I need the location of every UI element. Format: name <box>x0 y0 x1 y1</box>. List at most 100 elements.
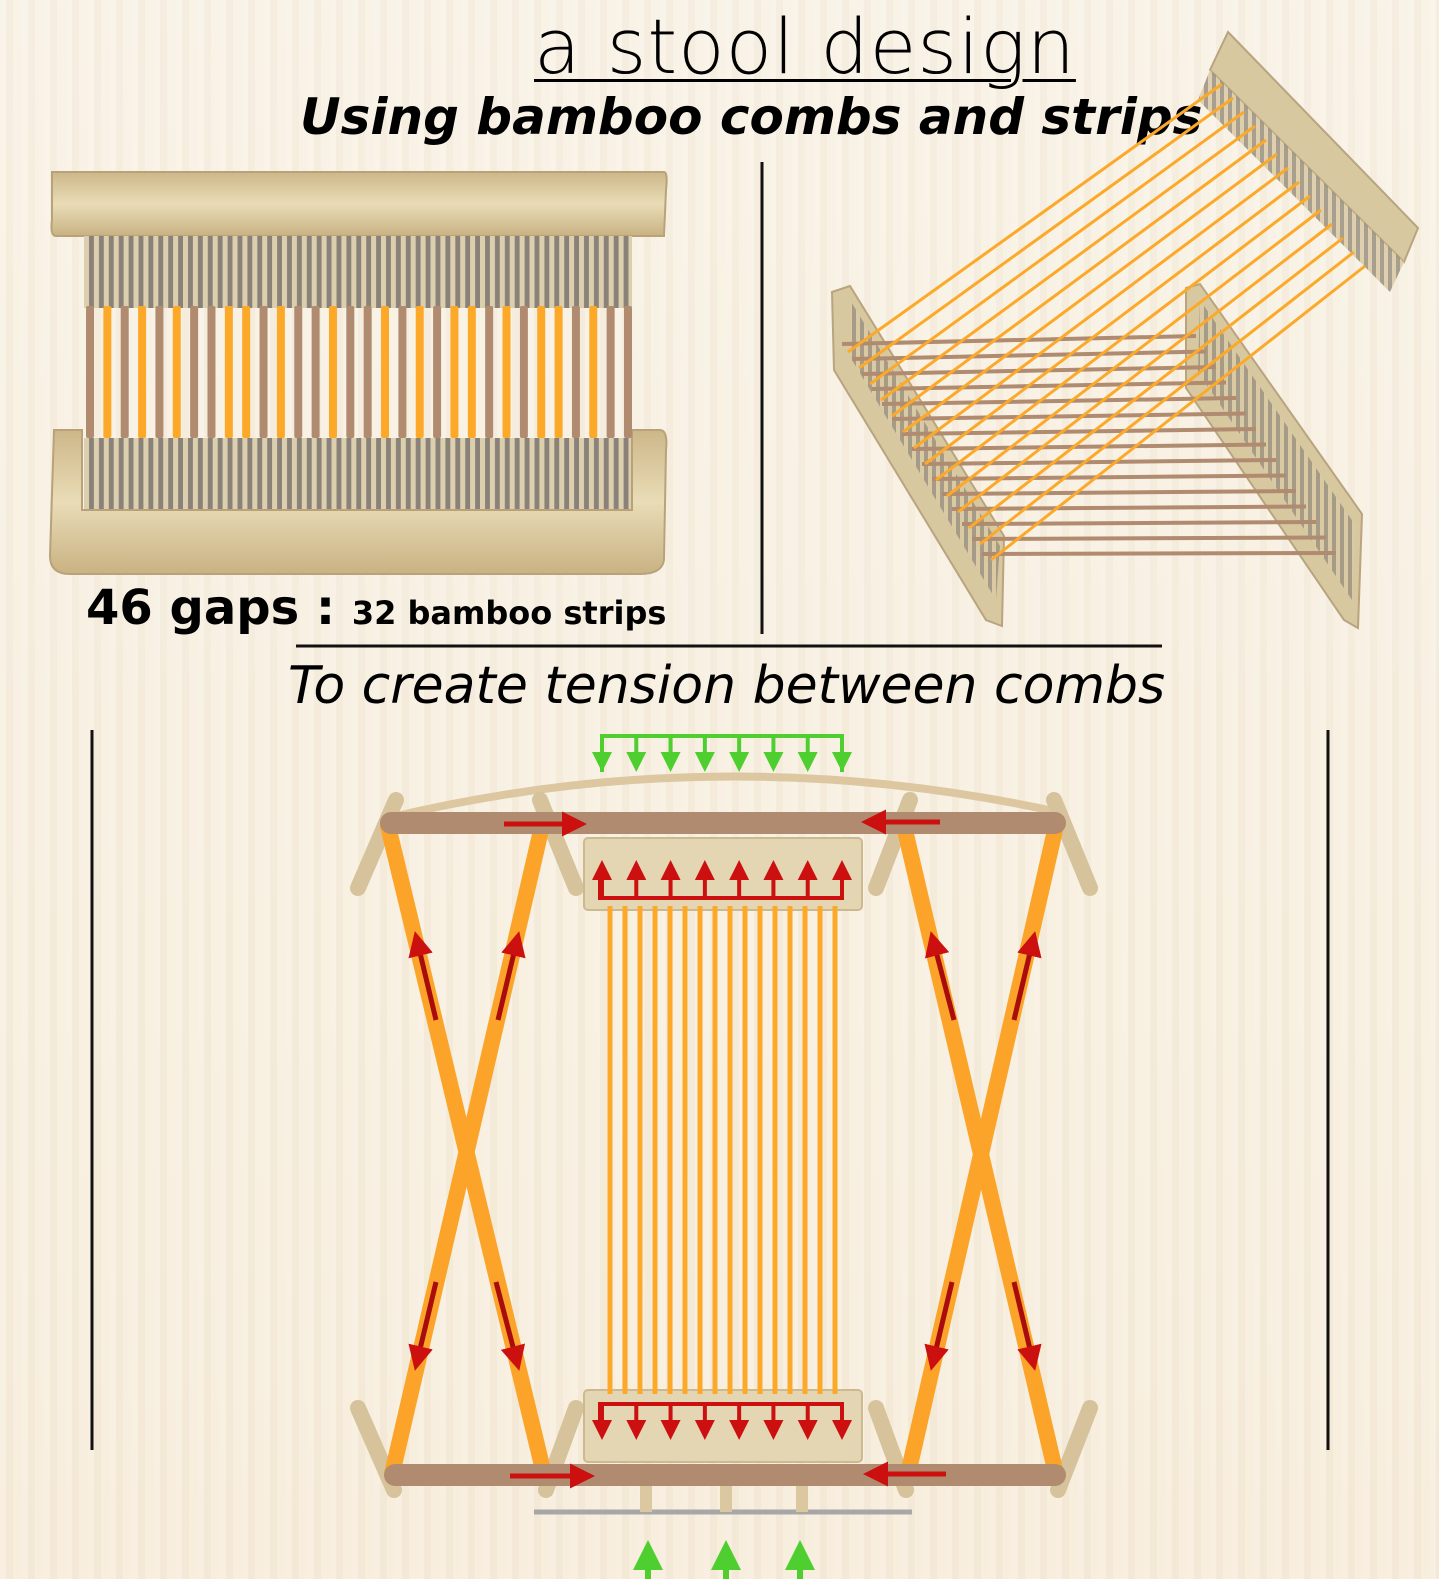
force-diagram <box>350 734 1098 1579</box>
top-view-strip <box>138 306 147 438</box>
top-view-strip <box>172 306 181 438</box>
top-view-strip <box>589 306 598 438</box>
green-reaction-arrows <box>633 1540 815 1579</box>
iso-brown-strip <box>881 396 1237 406</box>
vertical-strip <box>727 906 733 1394</box>
vertical-strip <box>802 906 808 1394</box>
top-view-strip <box>259 306 268 438</box>
top-view-strip <box>363 306 372 438</box>
vertical-strip <box>817 906 823 1394</box>
iso-brown-strip <box>941 489 1297 496</box>
iso-brown-strip <box>921 458 1277 466</box>
iso-orange-strip <box>891 138 1267 418</box>
vertical-strip <box>712 906 718 1394</box>
top-view-strip <box>537 306 546 438</box>
top-view-strip <box>103 306 112 438</box>
iso-brown-strip <box>861 365 1217 376</box>
top-view-strip <box>467 306 476 438</box>
iso-brown-strip <box>891 411 1247 421</box>
top-view-strip <box>450 306 459 438</box>
vertical-strip <box>757 906 763 1394</box>
vertical-strip <box>637 906 643 1394</box>
top-view-strip <box>207 306 216 438</box>
top-view-strip <box>519 306 528 438</box>
top-view-strip <box>120 306 129 438</box>
vertical-strip <box>742 906 748 1394</box>
iso-brown-strip <box>901 427 1257 436</box>
top-view-strip <box>624 306 632 438</box>
top-view-strip <box>554 306 563 438</box>
top-crossbar <box>380 812 1066 834</box>
iso-orange-strip <box>869 110 1245 386</box>
iso-orange-strip <box>990 264 1366 562</box>
top-view-strip <box>155 306 164 438</box>
top-view-strip <box>242 306 251 438</box>
iso-orange-strip <box>924 180 1300 466</box>
lower-comb-block <box>583 1389 863 1463</box>
iso-orange-strip <box>935 194 1311 482</box>
top-comb-spine <box>50 171 668 237</box>
iso-brown-strip <box>951 504 1307 511</box>
top-view-strip <box>571 306 580 438</box>
top-view-strip <box>328 306 337 438</box>
tension-caption: To create tension between combs <box>288 656 1166 716</box>
iso-orange-strip <box>902 152 1278 434</box>
iso-orange-strip <box>847 82 1223 354</box>
top-view-strip <box>502 306 511 438</box>
top-view-strip <box>294 306 303 438</box>
red-up-arrows <box>592 860 852 900</box>
vertical-strip <box>787 906 793 1394</box>
iso-orange-strip <box>979 250 1355 546</box>
top-view-strips <box>86 306 632 438</box>
top-view-strip <box>86 306 94 438</box>
vertical-strip <box>622 906 628 1394</box>
gaps-caption: 46 gaps : 32 bamboo strips <box>86 580 666 636</box>
upper-comb-block <box>583 837 863 911</box>
top-view-strip <box>606 306 615 438</box>
iso-orange-strip <box>957 222 1333 514</box>
iso-brown-strip <box>981 551 1337 556</box>
iso-orange-strip <box>913 166 1289 450</box>
vertical-strip <box>667 906 673 1394</box>
top-view-strip <box>415 306 424 438</box>
page-subtitle: Using bamboo combs and strips <box>300 88 1203 146</box>
vertical-strip <box>772 906 778 1394</box>
iso-brown-strip <box>961 520 1317 526</box>
top-view-strip <box>485 306 494 438</box>
iso-brown-strip <box>841 334 1197 346</box>
isometric-stool-view <box>830 30 1420 630</box>
top-view-strip <box>381 306 390 438</box>
page-title: a stool design <box>534 2 1076 91</box>
brace-force-arrows <box>408 931 1042 1371</box>
iso-brown-strip <box>931 473 1287 481</box>
top-view-strip <box>311 306 320 438</box>
vertical-strip <box>832 906 838 1394</box>
isometric-brown-strips <box>841 334 1337 556</box>
bottom-comb-spine <box>48 429 668 575</box>
gaps-count-label: 46 gaps : <box>86 580 336 636</box>
bottom-crossbar <box>384 1464 1066 1486</box>
iso-orange-strip <box>880 124 1256 402</box>
top-view-strip <box>346 306 355 438</box>
top-view-strip <box>190 306 199 438</box>
top-comb-teeth <box>84 236 632 308</box>
comb-pair-top-view <box>48 171 668 575</box>
iso-orange-strip <box>968 236 1344 530</box>
top-view-strip <box>276 306 285 438</box>
iso-orange-strip <box>858 96 1234 370</box>
iso-brown-strip <box>871 380 1227 391</box>
top-view-strip <box>433 306 442 438</box>
vertical-strip <box>697 906 703 1394</box>
green-load-arrows <box>592 734 852 772</box>
seat-arch <box>387 772 1059 822</box>
vertical-strip <box>682 906 688 1394</box>
top-view-strip <box>224 306 233 438</box>
iso-brown-strip <box>851 349 1207 361</box>
vertical-strips <box>607 906 838 1394</box>
vertical-strip <box>607 906 613 1394</box>
iso-brown-strip <box>911 442 1267 451</box>
bottom-comb-teeth <box>84 438 632 510</box>
iso-orange-strip <box>946 208 1322 498</box>
iso-brown-strip <box>971 535 1327 541</box>
